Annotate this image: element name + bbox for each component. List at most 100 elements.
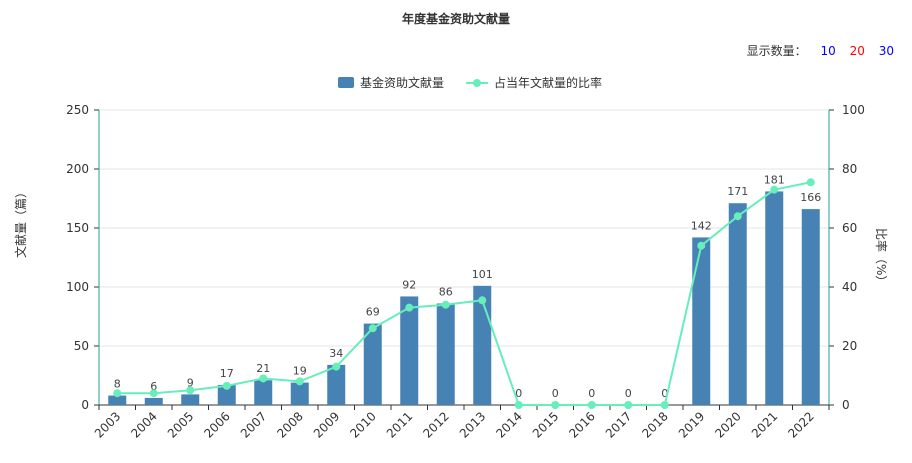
- bar: [217, 384, 236, 405]
- x-tick-label: 2006: [201, 409, 232, 440]
- ratio-point: [551, 401, 560, 409]
- bar-value-label: 171: [727, 185, 748, 198]
- ratio-point: [624, 401, 633, 409]
- y-tick-label: 0: [81, 398, 89, 412]
- x-tick-label: 2020: [712, 409, 743, 440]
- bar: [108, 395, 127, 405]
- y2-tick-label: 100: [842, 103, 865, 117]
- bar-value-label: 34: [329, 347, 343, 360]
- bar: [144, 397, 163, 405]
- bar: [290, 382, 309, 405]
- display-count-option-10[interactable]: 10: [820, 44, 836, 58]
- x-tick-label: 2010: [347, 409, 378, 440]
- bar: [327, 364, 346, 405]
- y-tick-label: 150: [66, 221, 89, 235]
- bar: [363, 323, 382, 405]
- display-count-option-20[interactable]: 20: [849, 44, 865, 58]
- ratio-point: [697, 241, 706, 250]
- x-tick-label: 2007: [238, 409, 269, 440]
- bar-value-label: 142: [691, 219, 712, 232]
- ratio-point: [259, 374, 268, 383]
- bar-value-label: 166: [800, 191, 821, 204]
- bar: [765, 191, 784, 405]
- y-tick-label: 200: [66, 162, 89, 176]
- legend-bar-label: 基金资助文献量: [360, 76, 445, 90]
- ratio-point: [660, 401, 669, 409]
- x-tick-label: 2022: [785, 409, 816, 440]
- ratio-point: [514, 401, 523, 409]
- bar-value-label: 17: [220, 367, 234, 380]
- bar-value-label: 0: [588, 387, 595, 400]
- bar-value-label: 0: [552, 387, 559, 400]
- x-tick-label: 2009: [311, 409, 342, 440]
- y2-tick-label: 0: [842, 398, 850, 412]
- bar-value-label: 86: [439, 286, 453, 299]
- x-tick-label: 2014: [493, 409, 524, 440]
- ratio-point: [405, 303, 414, 312]
- x-tick-label: 2011: [384, 409, 415, 440]
- bar: [728, 203, 747, 405]
- x-tick-label: 2018: [639, 409, 670, 440]
- bar-value-label: 19: [293, 365, 307, 378]
- x-tick-label: 2021: [749, 409, 780, 440]
- y-tick-label: 250: [66, 103, 89, 117]
- bar: [400, 296, 419, 405]
- x-tick-label: 2005: [165, 409, 196, 440]
- y2-tick-label: 40: [842, 280, 857, 294]
- ratio-point: [368, 324, 377, 333]
- ratio-point: [441, 300, 450, 309]
- ratio-point: [149, 389, 158, 398]
- x-tick-label: 2004: [128, 409, 159, 440]
- ratio-point: [770, 185, 779, 194]
- ratio-line: [117, 181, 811, 406]
- ratio-point: [222, 381, 231, 390]
- ratio-point: [478, 296, 487, 305]
- y-tick-label: 50: [74, 339, 89, 353]
- chart-legend: 基金资助文献量 占当年文献量的比率: [338, 74, 624, 91]
- y2-tick-label: 60: [842, 221, 857, 235]
- bar: [181, 394, 200, 405]
- ratio-point: [806, 178, 815, 187]
- bar-value-label: 21: [256, 362, 270, 375]
- ratio-point: [186, 386, 195, 395]
- legend-line-swatch: [466, 77, 489, 89]
- bar: [692, 237, 711, 405]
- bar-value-label: 0: [515, 387, 522, 400]
- bar-value-label: 0: [625, 387, 632, 400]
- ratio-point: [295, 377, 304, 386]
- bar-value-label: 92: [402, 278, 416, 291]
- bar-value-label: 101: [472, 268, 493, 281]
- bar-value-label: 69: [366, 306, 380, 319]
- y-tick-label: 100: [66, 280, 89, 294]
- x-tick-label: 2015: [530, 409, 561, 440]
- display-count-label: 显示数量：: [746, 44, 807, 58]
- bar-value-label: 0: [661, 387, 668, 400]
- bar: [254, 380, 273, 405]
- x-tick-label: 2017: [603, 409, 634, 440]
- legend-item-line[interactable]: 占当年文献量的比率: [466, 74, 602, 91]
- bar-value-label: 181: [764, 173, 785, 186]
- chart-title: 年度基金资助文献量: [401, 12, 510, 26]
- x-tick-label: 2008: [274, 409, 305, 440]
- x-tick-label: 2019: [676, 409, 707, 440]
- y2-tick-label: 20: [842, 339, 857, 353]
- bar-value-label: 6: [150, 380, 157, 393]
- bar: [436, 303, 455, 405]
- bar-value-label: 9: [187, 376, 194, 389]
- legend-item-bar[interactable]: 基金资助文献量: [338, 74, 444, 91]
- ratio-point: [587, 401, 596, 409]
- display-count-selector: 显示数量： 10 20 30: [747, 42, 894, 59]
- display-count-option-30[interactable]: 30: [878, 44, 894, 58]
- y2-tick-label: 80: [842, 162, 857, 176]
- ratio-point: [332, 362, 341, 371]
- bar: [801, 209, 820, 405]
- legend-bar-swatch: [338, 77, 354, 88]
- x-tick-label: 2012: [420, 409, 451, 440]
- ratio-point: [733, 212, 742, 221]
- x-tick-label: 2013: [457, 409, 488, 440]
- bar-value-label: 8: [114, 378, 121, 391]
- legend-line-label: 占当年文献量的比率: [494, 76, 603, 90]
- ratio-point: [113, 389, 122, 398]
- x-tick-label: 2003: [92, 409, 123, 440]
